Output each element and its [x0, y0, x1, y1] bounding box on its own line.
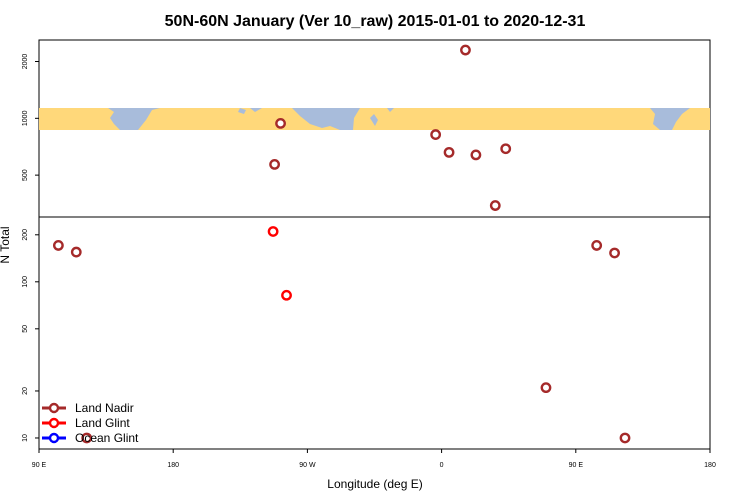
legend-label-land-nadir: Land Nadir	[75, 401, 134, 415]
land-nadir-point-7	[460, 44, 471, 56]
legend-item-land-nadir: Land Nadir	[42, 401, 134, 415]
land-nadir-point-8	[470, 149, 482, 161]
map-band-baltic	[370, 114, 378, 126]
map-band-pacific	[108, 108, 360, 130]
land-nadir-point-9	[489, 200, 501, 211]
land-nadir-point-10	[500, 143, 512, 155]
x-tick-label-1: 180	[167, 462, 179, 469]
land-nadir-point-5	[430, 129, 442, 140]
x-tick-label-3: 0	[440, 462, 444, 469]
legend-item-ocean-glint: Ocean Glint	[42, 431, 139, 445]
land-nadir-point-2	[81, 432, 93, 444]
land-nadir-point-0	[52, 240, 64, 251]
legend-marker-ocean-glint	[48, 432, 60, 444]
lower-y-tick-label-3: 100	[22, 276, 29, 288]
land-glint-point-1	[281, 289, 292, 301]
upper-panel: 500 1000 2000	[22, 39, 711, 218]
lower-panel-frame	[38, 216, 711, 450]
legend-label-ocean-glint: Ocean Glint	[75, 431, 139, 445]
legend-label-land-glint: Land Glint	[75, 416, 130, 430]
map-band-atlantic	[387, 108, 394, 112]
lower-y-tick-label-1: 20	[22, 387, 29, 395]
map-band-gulf	[238, 108, 246, 114]
data-points	[52, 44, 631, 444]
lower-y-tick-label-0: 10	[22, 434, 29, 442]
x-tick-label-2: 90 W	[299, 462, 316, 469]
x-tick-label-5: 180	[704, 462, 716, 469]
map-band	[39, 108, 710, 130]
land-nadir-point-4	[275, 117, 286, 129]
land-nadir-point-11	[540, 382, 552, 394]
upper-y-tick-label-2: 2000	[22, 54, 29, 70]
land-nadir-point-14	[619, 432, 631, 444]
land-nadir-point-13	[609, 247, 620, 259]
lower-panel: 10 20 50 100 200	[22, 216, 711, 450]
x-axis: 90 E 180 90 W 0 90 E 180	[32, 449, 716, 469]
lower-y-tick-label-4: 200	[22, 229, 29, 241]
x-tick-label-0: 90 E	[32, 462, 47, 469]
land-glint-point-0	[267, 226, 279, 237]
map-band-east	[650, 108, 690, 130]
upper-y-tick-label-0: 500	[22, 169, 29, 181]
legend-marker-land-glint	[48, 417, 60, 429]
upper-y-tick-label-1: 1000	[22, 110, 29, 126]
x-axis-title: Longitude (deg E)	[327, 477, 422, 491]
chart-title: 50N-60N January (Ver 10_raw) 2015-01-01 …	[165, 13, 586, 30]
upper-y-axis: 500 1000 2000	[22, 54, 39, 181]
lower-y-axis: 10 20 50 100 200	[22, 229, 39, 442]
land-nadir-point-12	[591, 240, 603, 251]
y-axis-title: N Total	[0, 226, 12, 263]
lower-y-tick-label-2: 50	[22, 325, 29, 333]
land-nadir-point-6	[443, 146, 455, 158]
land-nadir-point-1	[70, 246, 82, 258]
land-nadir-point-3	[269, 158, 280, 170]
legend-item-land-glint: Land Glint	[42, 416, 130, 430]
x-tick-label-4: 90 E	[569, 462, 584, 469]
legend-marker-land-nadir	[48, 402, 60, 414]
